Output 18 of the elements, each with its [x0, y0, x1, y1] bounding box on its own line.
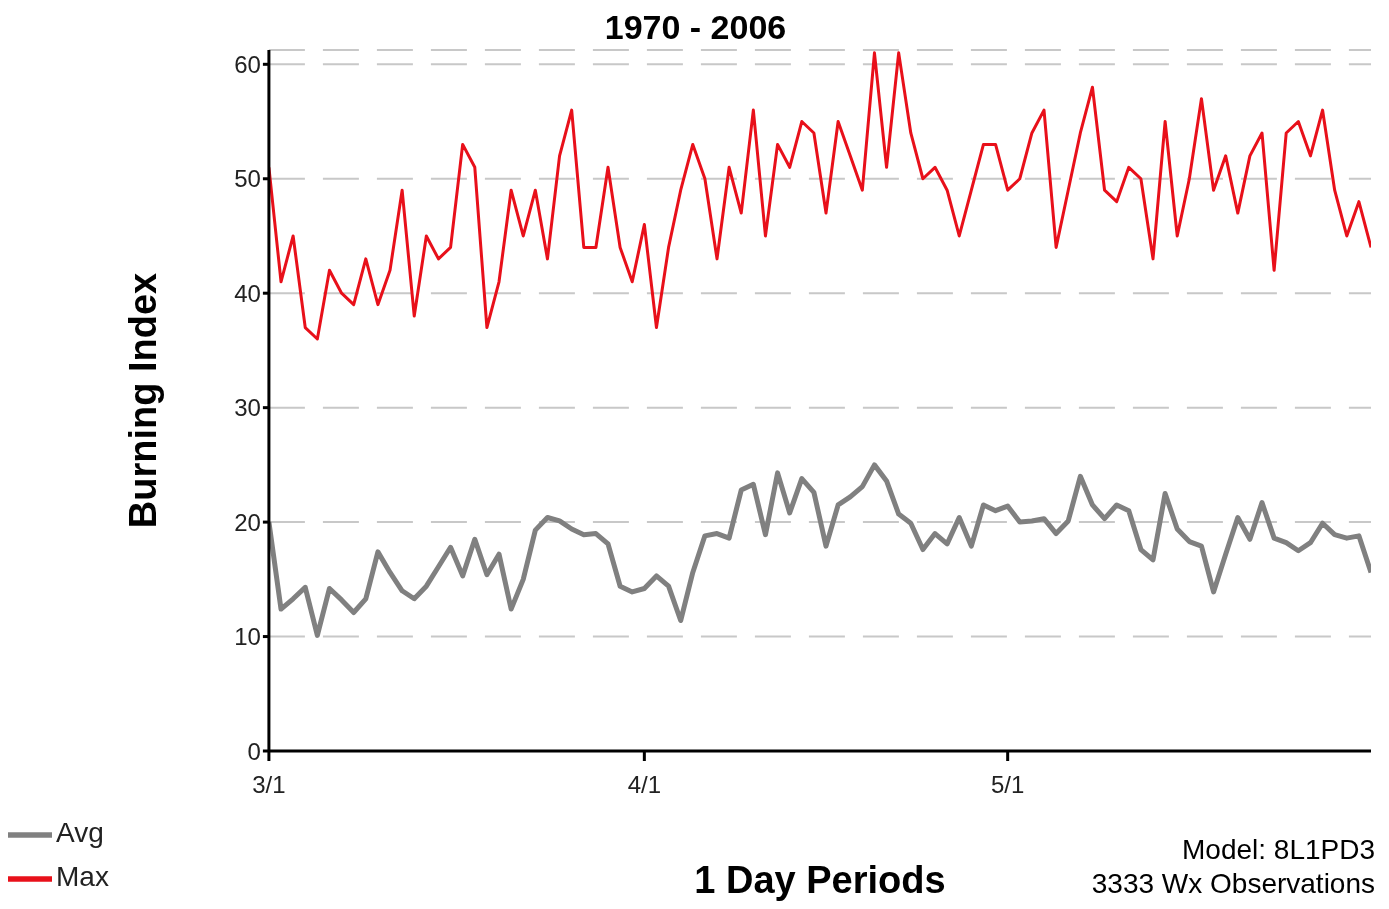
- legend-label: Max: [56, 861, 109, 893]
- line-series: [268, 51, 1371, 341]
- text: 3333 Wx Observations: [1091, 867, 1375, 901]
- y-axis-title: Burning Index: [122, 272, 165, 529]
- x-tick-label: 3/1: [252, 771, 286, 798]
- x-axis-title: 1 Day Periods: [694, 859, 946, 901]
- y-tick-label: 10: [234, 623, 261, 651]
- y-tick-label: 30: [234, 394, 261, 422]
- legend-label: Avg: [56, 817, 104, 849]
- y-tick-label: 60: [234, 50, 261, 78]
- x-tick-label: 4/1: [627, 771, 662, 798]
- x-tick-label: 5/1: [990, 771, 1025, 798]
- y-tick-label: 40: [234, 279, 261, 307]
- y-tick-label: 50: [234, 165, 261, 193]
- text: Model: 8L1PD3: [1181, 833, 1375, 867]
- y-tick-label: 0: [247, 737, 261, 765]
- chart-title: 1970 - 2006: [603, 8, 788, 47]
- y-tick-label: 20: [234, 508, 261, 536]
